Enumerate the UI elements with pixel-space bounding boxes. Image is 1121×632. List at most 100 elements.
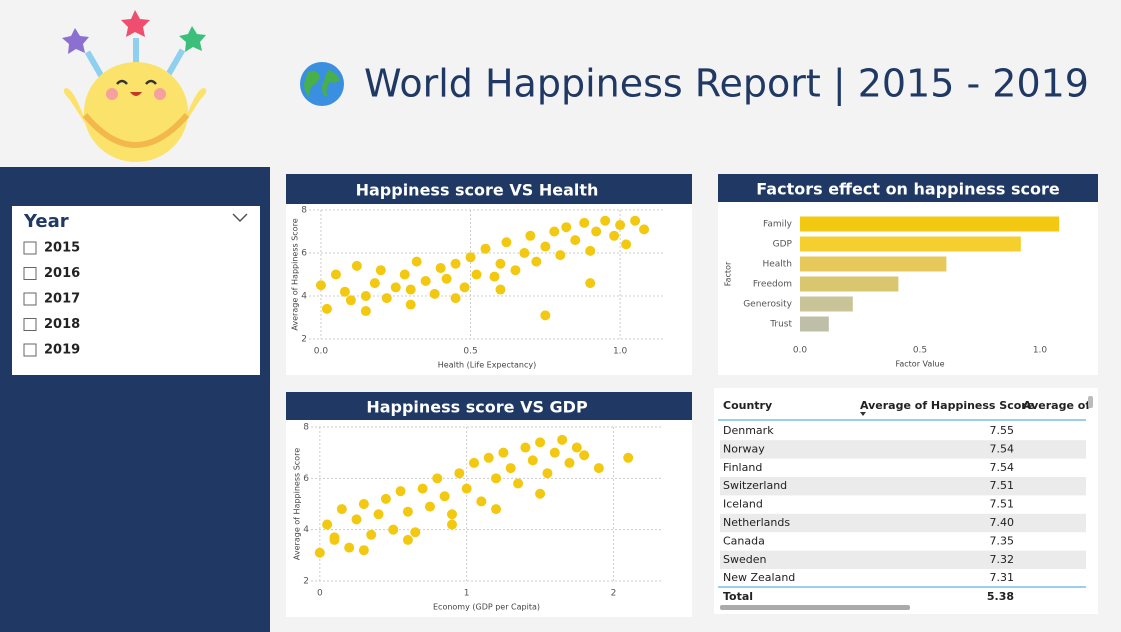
x-axis-title: Factor Value <box>896 360 945 369</box>
cell: Finland <box>723 461 762 474</box>
scatter-point <box>621 239 632 250</box>
scatter-point <box>381 293 392 304</box>
y-tick-label: Family <box>763 220 793 230</box>
cell: Sweden <box>723 553 766 566</box>
x-tick-label: 1.0 <box>1033 346 1048 356</box>
scatter-point <box>380 493 391 504</box>
y-tick-label: Generosity <box>743 300 792 310</box>
y-tick-label: Freedom <box>753 280 792 290</box>
slicer-title: Year <box>23 211 69 232</box>
scatter-point <box>579 450 590 461</box>
scatter-point <box>549 447 560 458</box>
y-tick-label: 4 <box>303 525 309 535</box>
y-tick-label: 2 <box>301 335 307 345</box>
scatter-point <box>465 252 476 263</box>
scatter-point <box>527 455 538 466</box>
scatter-point <box>358 545 369 556</box>
scatter-point <box>369 278 380 289</box>
scatter-point <box>531 256 542 267</box>
y-tick-label: 2 <box>303 577 309 587</box>
scatter-point <box>395 486 406 497</box>
y-axis-title: Factor <box>724 261 733 286</box>
scatter-point <box>540 310 551 321</box>
scatter-point <box>639 224 650 235</box>
header-bg <box>0 0 1121 167</box>
row-band <box>720 440 1086 459</box>
y-tick-label: 6 <box>301 249 307 259</box>
scatter-point <box>525 230 536 241</box>
x-tick-label: 0.5 <box>913 346 927 356</box>
scatter-point <box>557 434 568 445</box>
slicer-item[interactable]: 2019 <box>44 343 80 358</box>
slicer-item[interactable]: 2016 <box>44 266 80 281</box>
checkbox[interactable] <box>23 318 37 331</box>
total-label: Total <box>723 590 753 603</box>
scatter-point <box>623 452 634 463</box>
scatter-point <box>579 217 590 228</box>
scatter-point <box>410 527 421 538</box>
cell: Iceland <box>723 498 763 511</box>
scatter-point <box>315 280 326 291</box>
column-header[interactable]: Average of <box>1023 399 1090 412</box>
checkbox[interactable] <box>23 343 37 357</box>
scatter-point <box>570 235 581 246</box>
scatter-point <box>483 452 494 463</box>
chart-title-bar <box>718 174 1098 202</box>
slicer-item[interactable]: 2015 <box>44 241 80 256</box>
x-tick-label: 0 <box>317 589 323 599</box>
checkbox[interactable] <box>23 241 37 255</box>
x-tick-label: 2 <box>611 589 617 599</box>
chart-title-bar <box>286 174 692 204</box>
scroll-thumb[interactable] <box>1088 396 1093 408</box>
chart-title-bar <box>286 392 692 420</box>
h-scrollbar[interactable] <box>720 605 910 610</box>
cell: 7.40 <box>990 516 1015 529</box>
scatter-point <box>593 463 604 474</box>
scatter-point <box>615 220 626 231</box>
scatter-point <box>375 265 386 276</box>
checkbox[interactable] <box>23 292 37 306</box>
scatter-point <box>510 265 521 276</box>
scatter-point <box>571 442 582 453</box>
x-tick-label: 0.0 <box>793 346 808 356</box>
cell: 7.32 <box>990 553 1015 566</box>
page-title: World Happiness Report | 2015 - 2019 <box>364 62 1089 107</box>
x-tick-label: 1 <box>464 589 470 599</box>
scatter-point <box>321 303 332 314</box>
checkbox[interactable] <box>23 267 37 280</box>
y-tick-label: 4 <box>301 292 307 302</box>
slicer-item[interactable]: 2017 <box>44 292 80 307</box>
scatter-point <box>491 504 502 515</box>
scatter-point <box>495 258 506 269</box>
scatter-point <box>373 509 384 520</box>
cell: 7.51 <box>990 498 1015 511</box>
scatter-point <box>520 442 531 453</box>
y-tick-label: Trust <box>769 320 792 330</box>
slicer-dropdown[interactable] <box>232 213 248 223</box>
scatter-point <box>420 275 431 286</box>
scatter-point <box>461 483 472 494</box>
scatter-point <box>446 519 457 530</box>
scatter-point <box>399 269 410 280</box>
scatter-point <box>469 457 480 468</box>
scatter-point <box>564 457 575 468</box>
scatter-point <box>439 491 450 502</box>
scatter-point <box>585 278 596 289</box>
bar <box>800 236 1021 252</box>
column-header[interactable]: Country <box>723 399 772 412</box>
column-header[interactable]: Average of Happiness Score <box>860 399 1034 412</box>
scatter-point <box>424 501 435 512</box>
slicer-item[interactable]: 2018 <box>44 317 80 332</box>
cell: 7.54 <box>990 461 1015 474</box>
scatter-point <box>450 258 461 269</box>
scatter-point <box>441 273 452 284</box>
slicer-card <box>12 206 260 375</box>
scatter-point <box>446 509 457 520</box>
scatter-point <box>351 514 362 525</box>
scatter-point <box>609 230 620 241</box>
scatter-point <box>405 284 416 295</box>
scatter-point <box>345 295 356 306</box>
y-tick-label: 8 <box>301 206 307 216</box>
scatter-point <box>454 468 465 479</box>
